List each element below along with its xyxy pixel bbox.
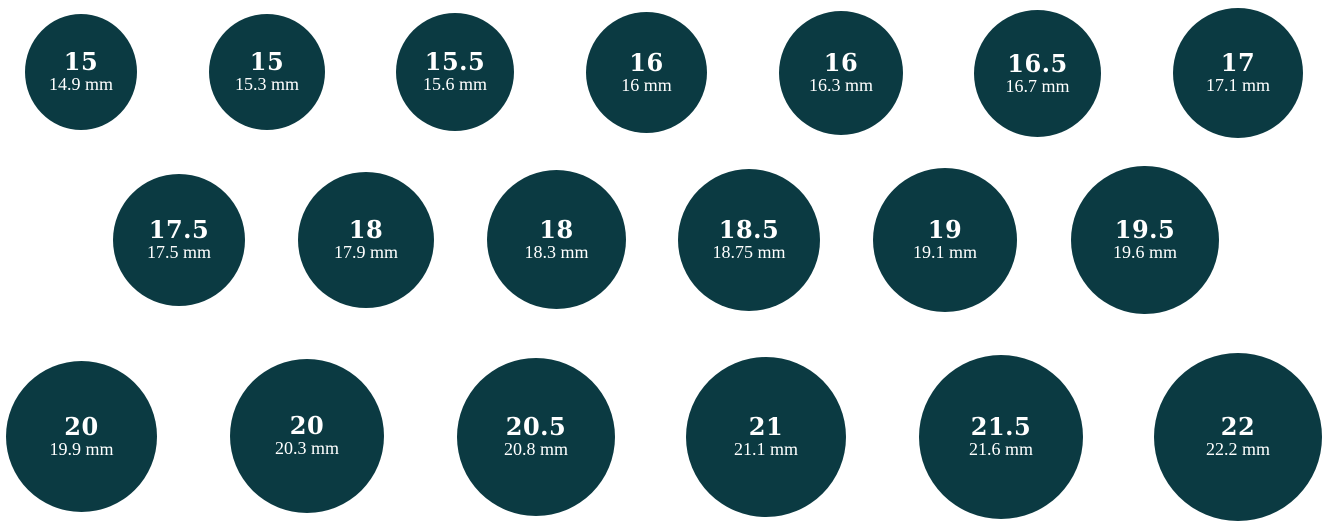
ring-size-circle: 20 20.3 mm [230,359,384,513]
ring-size-label: 21.5 [970,412,1032,441]
ring-size-circle: 15 15.3 mm [209,14,325,130]
ring-diameter-label: 19.1 mm [912,242,977,262]
ring-size-circle: 16.5 16.7 mm [974,10,1101,137]
ring-size-label: 17 [1220,48,1256,77]
ring-diameter-label: 15.3 mm [234,74,299,94]
ring-size-circle: 16 16 mm [586,12,707,133]
ring-diameter-label: 16 mm [621,74,672,95]
ring-size-circle: 22 22.2 mm [1154,353,1322,521]
ring-size-label: 17.5 [148,215,210,244]
ring-size-circle: 21 21.1 mm [686,357,846,517]
ring-size-label: 20.5 [505,412,567,441]
ring-size-label: 16.5 [1007,48,1068,78]
ring-size-circle: 19.5 19.6 mm [1071,166,1219,314]
ring-size-label: 19.5 [1114,215,1176,244]
ring-size-label: 19 [927,215,963,244]
ring-diameter-label: 20.3 mm [274,438,339,458]
ring-diameter-label: 16.7 mm [1005,75,1070,96]
ring-size-circle: 20 19.9 mm [6,361,157,512]
ring-diameter-label: 16.3 mm [808,75,873,95]
ring-size-label: 15 [249,47,285,76]
ring-diameter-label: 19.6 mm [1112,242,1177,262]
ring-size-circle: 18.5 18.75 mm [678,169,820,311]
ring-size-circle: 20.5 20.8 mm [457,358,615,516]
ring-size-label: 20 [289,411,325,440]
ring-size-circle: 21.5 21.6 mm [919,355,1083,519]
ring-size-circle: 15 14.9 mm [25,14,137,130]
ring-diameter-label: 17.5 mm [146,242,211,262]
ring-size-label: 16 [823,48,859,77]
ring-size-label: 18.5 [718,215,780,244]
ring-size-label: 15.5 [424,47,486,76]
ring-diameter-label: 15.6 mm [422,74,487,94]
ring-diameter-label: 19.9 mm [49,438,114,459]
ring-diameter-label: 21.6 mm [968,439,1033,459]
ring-size-circle: 19 19.1 mm [873,168,1017,312]
ring-diameter-label: 14.9 mm [48,74,113,94]
ring-size-label: 20 [64,411,99,441]
ring-diameter-label: 18.3 mm [524,241,589,262]
ring-diameter-label: 17.9 mm [333,242,398,262]
ring-size-circle: 18 17.9 mm [298,172,434,308]
ring-size-circle: 16 16.3 mm [779,11,903,135]
ring-diameter-label: 17.1 mm [1205,75,1270,95]
ring-diameter-label: 18.75 mm [712,242,786,262]
ring-diameter-label: 20.8 mm [503,439,568,459]
ring-size-circle: 18 18.3 mm [487,170,626,309]
ring-size-circle: 17 17.1 mm [1173,8,1303,138]
ring-size-label: 18 [539,214,574,244]
ring-size-circle: 17.5 17.5 mm [113,174,245,306]
ring-size-label: 21 [748,412,784,441]
ring-size-label: 22 [1220,412,1256,441]
ring-size-label: 16 [629,47,664,77]
ring-size-label: 18 [348,215,384,244]
ring-size-label: 15 [63,47,99,76]
ring-diameter-label: 21.1 mm [733,439,798,459]
ring-size-circle: 15.5 15.6 mm [396,13,514,131]
ring-diameter-label: 22.2 mm [1205,439,1270,459]
